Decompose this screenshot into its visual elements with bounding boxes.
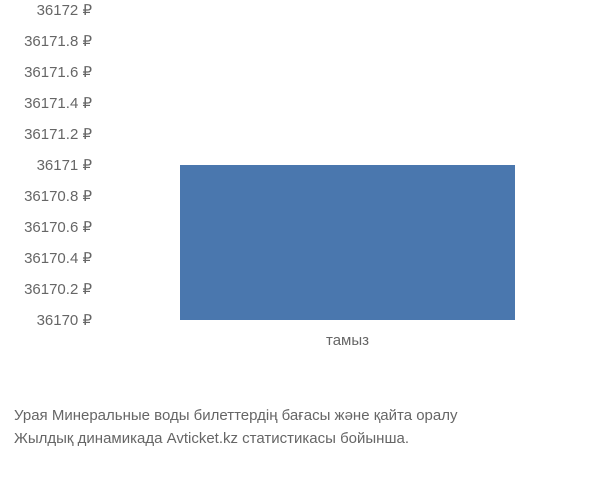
caption-line-1: Урая Минеральные воды билеттердің бағасы…	[14, 405, 457, 428]
y-tick-6: 36170.8 ₽	[24, 187, 92, 205]
y-tick-4: 36171.2 ₽	[24, 125, 92, 143]
bar-0	[180, 165, 515, 320]
y-tick-3: 36171.4 ₽	[24, 94, 92, 112]
plot-area: тамыз	[100, 10, 590, 320]
y-tick-5: 36171 ₽	[37, 156, 92, 174]
y-tick-9: 36170.2 ₽	[24, 280, 92, 298]
y-tick-8: 36170.4 ₽	[24, 249, 92, 267]
y-tick-0: 36172 ₽	[37, 1, 92, 19]
y-tick-1: 36171.8 ₽	[24, 32, 92, 50]
caption-line-2: Жылдық динамикада Avticket.kz статистика…	[14, 428, 457, 451]
chart-caption: Урая Минеральные воды билеттердің бағасы…	[14, 405, 457, 450]
chart-container: 36172 ₽ 36171.8 ₽ 36171.6 ₽ 36171.4 ₽ 36171.…	[0, 0, 600, 500]
y-tick-7: 36170.6 ₽	[24, 218, 92, 236]
y-tick-2: 36171.6 ₽	[24, 63, 92, 81]
x-label-0: тамыз	[326, 332, 369, 349]
y-tick-10: 36170 ₽	[37, 311, 92, 329]
